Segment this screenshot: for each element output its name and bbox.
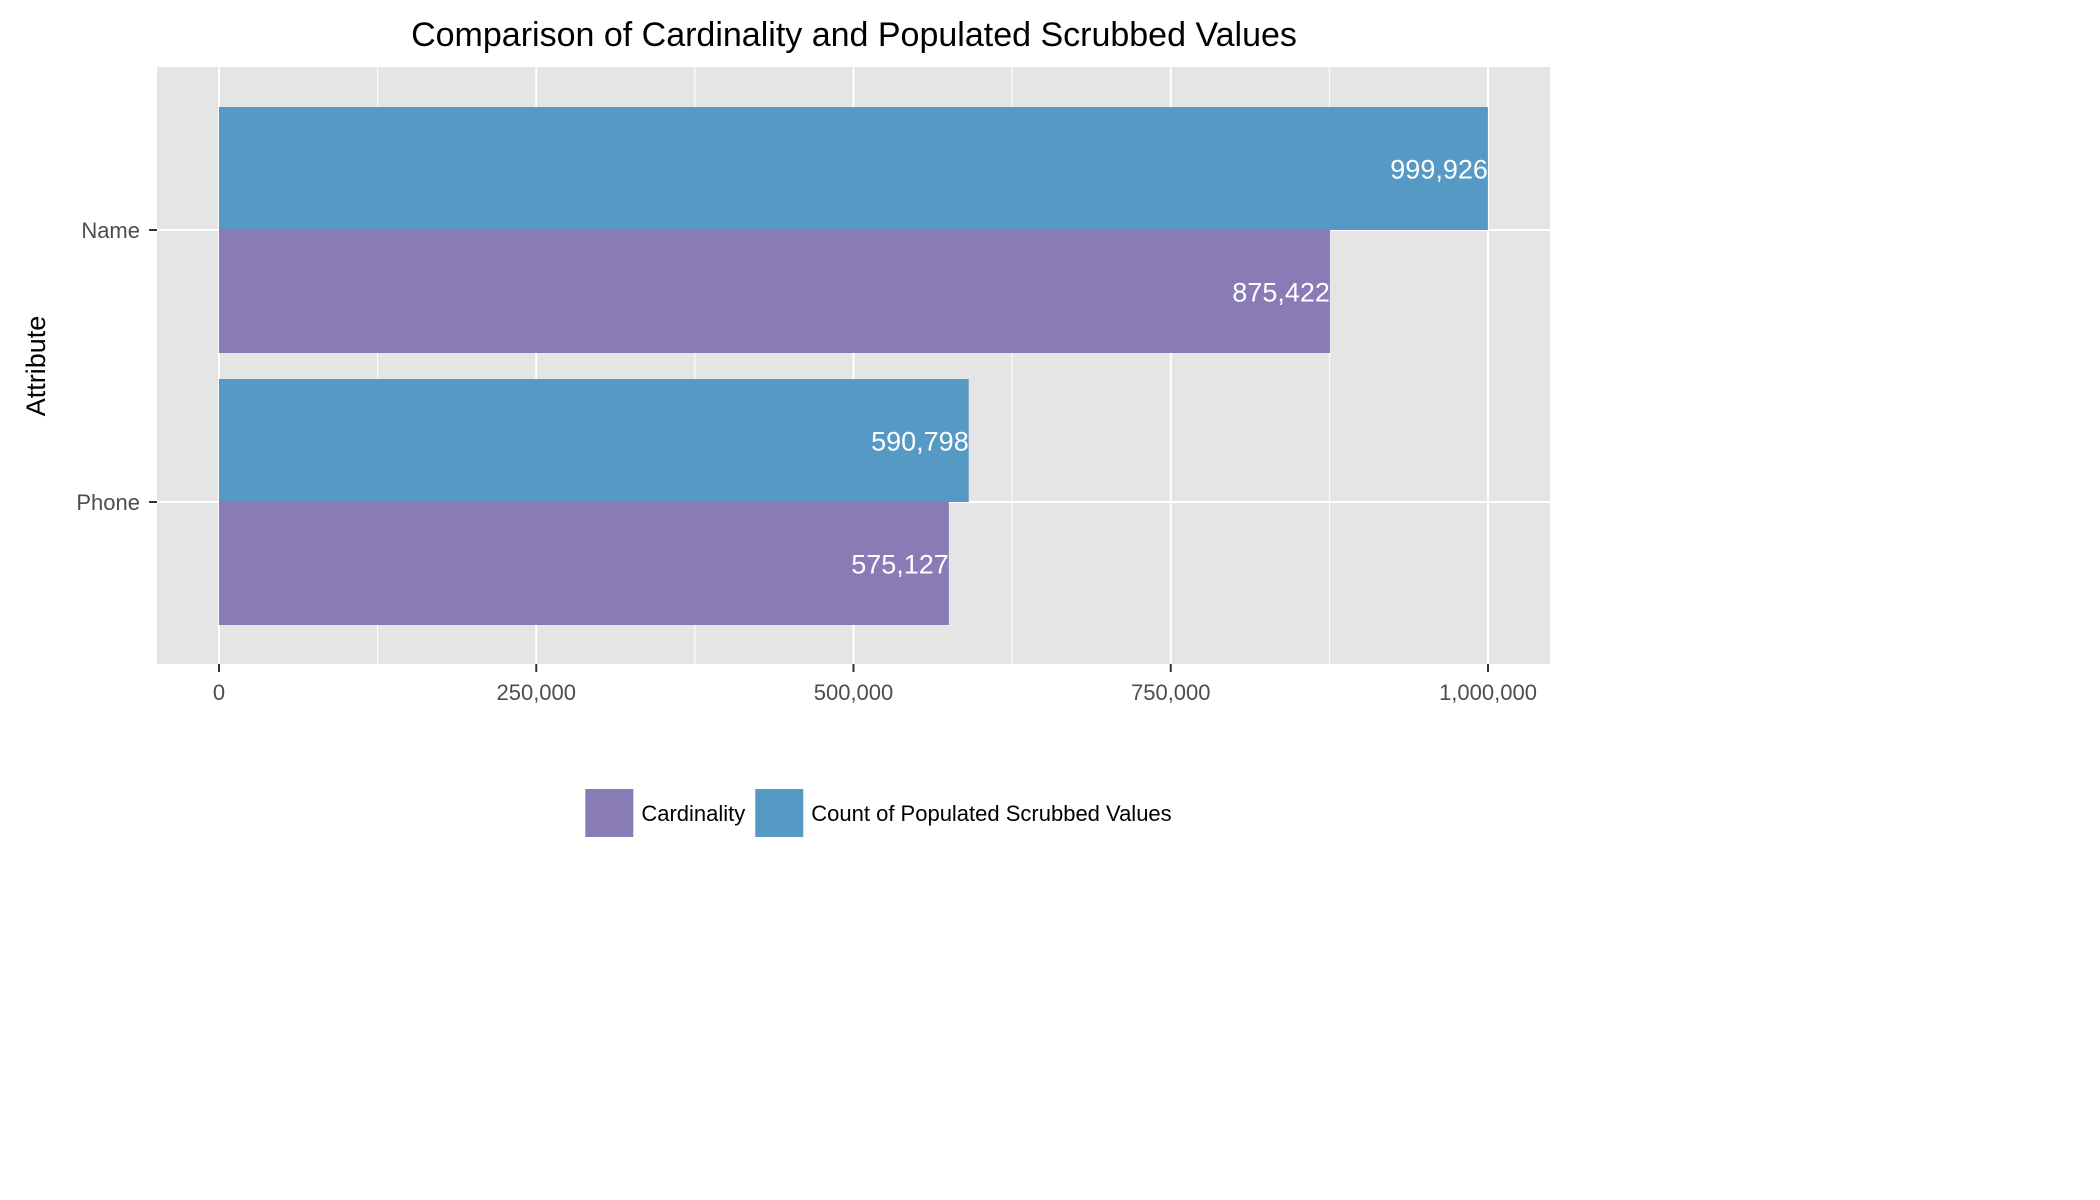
legend: Cardinality Count of Populated Scrubbed V…	[585, 789, 1172, 837]
data-label: 590,798	[871, 427, 969, 457]
bar-name-cardinality	[219, 230, 1330, 353]
x-tick-label: 0	[213, 680, 225, 705]
x-tick-label: 1,000,000	[1439, 680, 1537, 705]
y-tick-label: Phone	[76, 490, 140, 515]
chart-title: Comparison of Cardinality and Populated …	[411, 16, 1297, 54]
y-tick-label: Name	[81, 218, 140, 243]
x-tick-label: 250,000	[496, 680, 576, 705]
y-axis-title: Attribute	[21, 316, 51, 417]
bar-phone-populated-scrubbed	[219, 379, 969, 502]
bars	[219, 107, 1488, 625]
legend-key	[585, 789, 634, 837]
legend-key	[755, 789, 804, 837]
data-labels: 999,926 875,422 590,798 575,127	[851, 155, 1488, 580]
data-label: 875,422	[1232, 278, 1330, 308]
data-label: 999,926	[1390, 155, 1488, 185]
legend-label: Count of Populated Scrubbed Values	[811, 801, 1171, 826]
x-axis: 0 250,000 500,000 750,000 1,000,000	[213, 664, 1537, 705]
x-tick-label: 750,000	[1131, 680, 1211, 705]
chart: Comparison of Cardinality and Populated …	[21, 16, 1550, 837]
y-axis: Name Phone	[76, 218, 157, 515]
bar-phone-cardinality	[219, 502, 949, 625]
legend-label: Cardinality	[641, 801, 745, 826]
x-tick-label: 500,000	[814, 680, 894, 705]
data-label: 575,127	[851, 550, 949, 580]
bar-name-populated-scrubbed	[219, 107, 1488, 230]
